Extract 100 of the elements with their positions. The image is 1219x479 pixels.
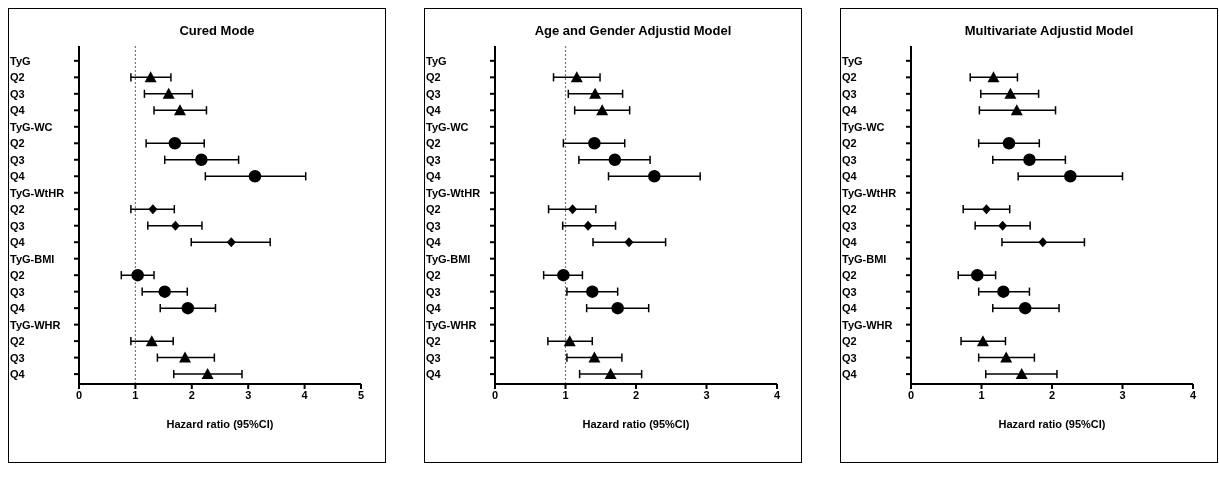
- y-tick-label: TyG-WtHR: [842, 186, 897, 199]
- x-axis-title: Hazard ratio (95%CI): [166, 417, 274, 430]
- y-tick-label: Q4: [426, 170, 442, 183]
- y-tick-label: Q2: [10, 203, 25, 216]
- x-tick-label: 1: [132, 388, 139, 401]
- x-tick-label: 3: [245, 388, 252, 401]
- point: [589, 87, 602, 99]
- y-tick-label: Q3: [842, 285, 857, 298]
- point: [588, 351, 601, 363]
- y-tick-label: TyG: [842, 54, 863, 67]
- point: [179, 351, 192, 363]
- y-tick-label: Q3: [10, 351, 25, 364]
- x-axis-title: Hazard ratio (95%CI): [582, 417, 690, 430]
- point: [131, 268, 144, 282]
- y-tick-label: Q4: [10, 236, 26, 249]
- x-axis-title: Hazard ratio (95%CI): [998, 417, 1106, 430]
- y-tick-label: TyG-WHR: [10, 318, 61, 331]
- point: [998, 220, 1008, 231]
- y-tick-label: Q3: [10, 153, 25, 166]
- point: [611, 301, 624, 315]
- x-tick-label: 3: [1119, 388, 1126, 401]
- point: [1010, 104, 1023, 116]
- y-tick-label: TyG: [10, 54, 31, 67]
- point: [158, 285, 171, 298]
- point: [1038, 237, 1048, 248]
- y-tick-label: Q2: [426, 335, 441, 348]
- point: [563, 335, 576, 347]
- y-tick-label: TyG-WC: [842, 120, 885, 133]
- point: [583, 220, 593, 231]
- y-tick-label: Q4: [842, 170, 858, 183]
- y-tick-label: TyG: [426, 54, 447, 67]
- point: [1004, 87, 1017, 99]
- x-tick-label: 2: [188, 388, 195, 401]
- x-tick-label: 0: [75, 388, 83, 401]
- point: [144, 71, 157, 83]
- point: [201, 368, 214, 380]
- y-tick-label: TyG-BMI: [10, 252, 55, 265]
- y-tick-label: Q2: [842, 71, 857, 84]
- y-tick-label: Q2: [10, 269, 25, 282]
- y-tick-label: Q4: [426, 104, 442, 117]
- point: [971, 268, 984, 282]
- point: [148, 204, 158, 215]
- x-tick-label: 4: [1189, 388, 1197, 401]
- x-tick-label: 2: [632, 388, 640, 401]
- point: [568, 204, 578, 215]
- chart-title: Cured Mode: [178, 23, 256, 38]
- y-tick-label: TyG-BMI: [426, 252, 471, 265]
- x-tick-label: 1: [978, 388, 985, 401]
- point: [162, 87, 175, 99]
- point: [173, 104, 186, 116]
- y-tick-label: Q4: [842, 302, 858, 315]
- y-tick-label: Q4: [10, 104, 26, 117]
- point: [624, 237, 634, 248]
- point: [648, 170, 661, 183]
- point: [168, 137, 182, 150]
- y-tick-label: Q2: [10, 137, 25, 150]
- y-tick-label: Q2: [426, 137, 441, 150]
- point: [987, 71, 1000, 83]
- point: [557, 268, 570, 282]
- point: [997, 285, 1010, 298]
- x-tick-label: 5: [357, 388, 365, 401]
- point: [1002, 137, 1016, 150]
- y-tick-label: Q4: [10, 368, 26, 381]
- y-tick-label: Q4: [426, 302, 442, 315]
- point: [170, 220, 180, 231]
- y-tick-label: Q3: [842, 351, 857, 364]
- y-tick-label: Q2: [842, 269, 857, 282]
- point: [604, 368, 617, 380]
- point: [981, 204, 991, 215]
- y-tick-label: Q3: [10, 219, 25, 232]
- y-tick-label: Q3: [426, 351, 441, 364]
- point: [145, 335, 158, 347]
- point: [1018, 301, 1032, 315]
- x-tick-label: 4: [773, 388, 781, 401]
- x-tick-label: 0: [491, 388, 499, 401]
- point: [248, 170, 262, 183]
- point: [1000, 351, 1013, 363]
- y-tick-label: TyG-WHR: [426, 318, 477, 331]
- y-tick-label: Q3: [842, 219, 857, 232]
- point: [195, 153, 208, 167]
- chart-title: Multivariate Adjustid Model: [963, 23, 1135, 38]
- y-tick-label: TyG-WtHR: [10, 186, 65, 199]
- x-tick-label: 3: [703, 388, 710, 401]
- x-tick-label: 2: [1048, 388, 1056, 401]
- y-tick-label: Q2: [426, 71, 441, 84]
- chart-title: Age and Gender Adjustid Model: [533, 23, 733, 38]
- y-tick-label: Q3: [842, 87, 857, 100]
- point: [608, 153, 622, 167]
- y-tick-label: Q3: [426, 153, 441, 166]
- y-tick-label: Q2: [426, 269, 441, 282]
- y-tick-label: Q3: [426, 285, 441, 298]
- y-tick-label: Q4: [426, 368, 442, 381]
- point: [586, 285, 599, 298]
- point: [1064, 170, 1077, 183]
- x-tick-label: 0: [907, 388, 915, 401]
- y-tick-label: Q4: [10, 302, 26, 315]
- point: [1015, 368, 1028, 380]
- y-tick-label: TyG-WtHR: [426, 186, 481, 199]
- point: [570, 71, 583, 83]
- point: [1023, 153, 1036, 167]
